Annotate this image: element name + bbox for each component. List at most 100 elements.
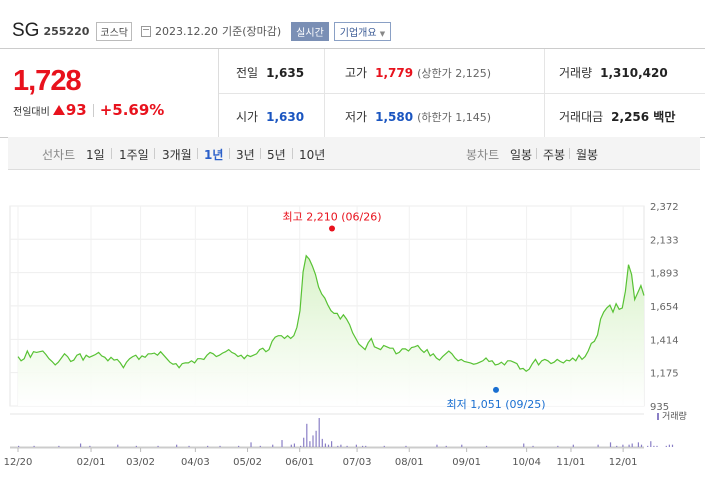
volume-legend-swatch [657,413,659,420]
x-tick-label: 09/01 [452,457,481,468]
volume-bar [312,435,314,447]
quote-date: 2023.12.20 [155,24,218,38]
divider [260,148,261,159]
volume-bar [631,443,633,447]
volume-bar [117,444,119,447]
x-tick-label: 06/01 [285,457,314,468]
volume-bar [281,440,283,447]
x-tick-label: 11/01 [557,457,586,468]
divider [324,49,325,137]
volume-bar [303,437,305,447]
volume-bar [647,445,649,447]
volume-bar [656,445,658,447]
volume-bar [306,423,308,447]
lower-limit: (하한가 1,145) [417,111,491,124]
tab-1y[interactable]: 1년 [204,148,224,162]
quote-summary: 1,728 전일대비 93 +5.69% 전일 1,635 고가 1,779 (상한가… [0,49,705,138]
low-label: 저가 [345,110,368,124]
y-tick-label: 2,133 [650,235,679,246]
x-tick-label: 02/01 [77,457,106,468]
volume-bar [346,445,348,447]
x-tick-label: 05/02 [233,457,262,468]
volume-bar [327,444,330,447]
x-tick-label: 08/01 [395,457,424,468]
change-row: 전일대비 93 +5.69% [13,101,164,119]
volume-bar [445,445,447,447]
divider [536,148,537,159]
divider [154,148,155,159]
realtime-button[interactable]: 실시간 [291,21,329,41]
volume-bar [436,444,438,447]
calendar-icon [141,25,151,37]
volume-bar [572,444,574,447]
min-marker [493,386,499,393]
amount-label: 거래대금 [559,110,604,124]
upper-limit: (상한가 2,125) [417,67,491,80]
x-tick-label: 12/20 [4,457,33,468]
company-info-label: 기업개요 [339,27,377,39]
tab-1w[interactable]: 1주일 [119,148,149,162]
volume-bar [293,443,296,447]
volume-bar [238,445,240,447]
tab-3m[interactable]: 3개월 [162,148,192,162]
prev-close-label: 전일 [236,66,259,80]
volume-bar [58,445,60,447]
tab-weekly[interactable]: 주봉 [543,148,566,162]
price-chart: 2,372 2,133 1,893 1,654 1,414 1,175 935 최고 2,2… [0,190,705,498]
open-label: 시가 [236,110,259,124]
min-label: 최저 1,051 (09/25) [446,398,545,411]
tab-daily[interactable]: 일봉 [510,148,533,162]
y-tick-label: 1,654 [650,302,679,313]
amount-cell: 거래대금 2,256 백만 [559,108,675,125]
volume-bar [321,438,323,447]
volume-label: 거래량 [559,66,593,80]
low-value: 1,580 [375,110,414,124]
divider [569,148,570,159]
volume-bar [665,445,667,447]
volume-bar [365,445,367,447]
stock-name: SG [12,20,40,41]
volume-bar [89,445,91,447]
volume-bar [628,444,630,447]
volume-bar [485,445,488,447]
volume-bar [337,445,339,447]
volume-bar [609,442,612,447]
open-value: 1,630 [266,110,305,124]
volume-bar [272,444,274,447]
tab-5y[interactable]: 5년 [267,148,286,162]
volume-bar [290,444,292,447]
triangle-up-icon [52,105,65,115]
volume-bar [176,444,178,447]
divider [197,148,198,159]
prev-close-value: 1,635 [266,66,305,80]
low-cell: 저가 1,580 (하한가 1,145) [345,108,491,125]
price-chart-svg: 2,372 2,133 1,893 1,654 1,414 1,175 935 최고 2,2… [4,202,687,468]
x-tick-label: 12/01 [609,457,638,468]
high-cell: 고가 1,779 (상한가 2,125) [345,64,491,81]
chart-tabs: 선차트 1일 1주일 3개월 1년 3년 5년 10년 봉차트 일봉 주봉 월봉 [8,137,700,170]
tab-3y[interactable]: 3년 [236,148,255,162]
volume-bar [340,444,342,447]
y-tick-label: 1,893 [650,269,679,280]
volume-bar [300,445,302,447]
x-tick-label: 04/03 [181,457,210,468]
tab-10y[interactable]: 10년 [299,148,326,162]
volume-bar [157,445,159,447]
divider [111,148,112,159]
max-marker [329,225,335,232]
stock-header: SG 255220 코스닥 2023.12.20 기준(장마감) 실시간 기업개… [0,0,705,49]
line-chart-label: 선차트 [42,148,76,162]
volume-bar [79,443,82,447]
volume-bar [315,430,317,447]
current-price: 1,728 [13,65,82,97]
tab-monthly[interactable]: 월봉 [576,148,599,162]
volume-bar [640,444,643,447]
volume-bar [653,445,655,447]
volume-bar [557,445,559,447]
tab-1d[interactable]: 1일 [86,148,105,162]
change-percent: +5.69% [99,101,165,119]
volume-bar [207,445,209,447]
quote-row-1: 전일 1,635 고가 1,779 (상한가 2,125) 거래량 1,310,420 [219,49,705,94]
candle-chart-label: 봉차트 [466,148,500,162]
company-info-button[interactable]: 기업개요 ▼ [333,21,392,41]
